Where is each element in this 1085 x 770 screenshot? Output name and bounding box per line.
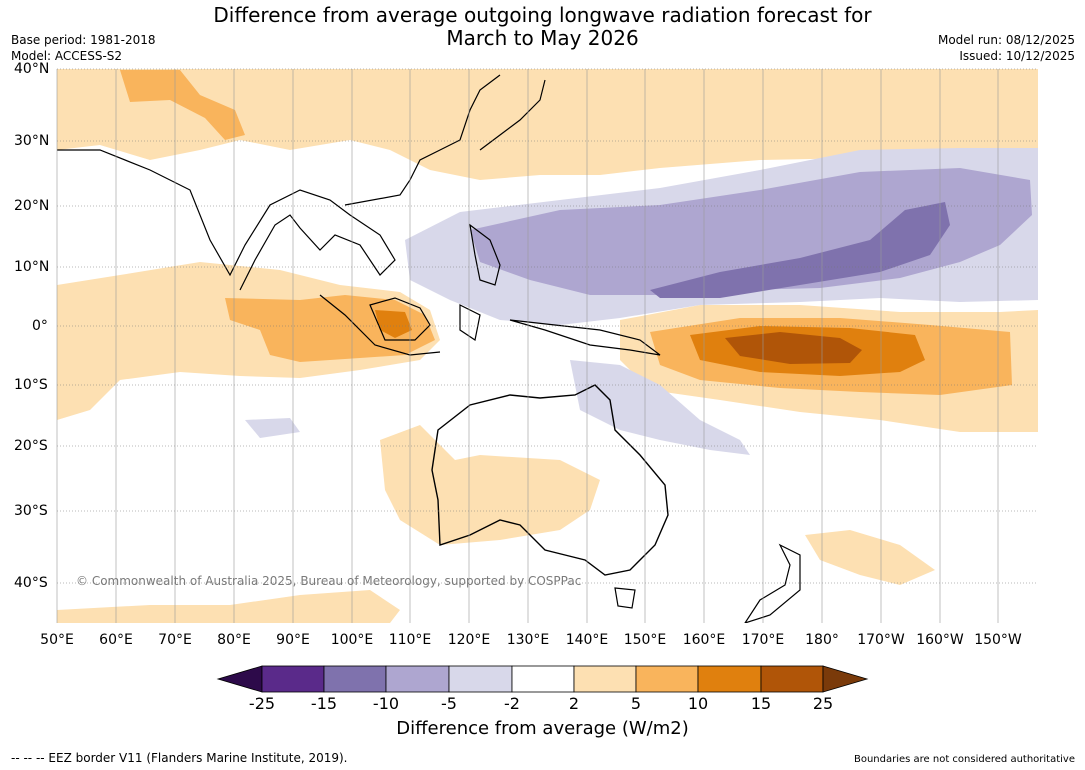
colorbar-tick-8: 10 xyxy=(687,694,709,713)
eez-note: -- -- -- EEZ border V11 (Flanders Marine… xyxy=(11,751,348,765)
lat-label-10s: 10°S xyxy=(14,377,48,393)
anomaly-region-borneo xyxy=(375,310,412,338)
lon-label-50e: 50°E xyxy=(40,632,74,648)
colorbar-tick-6: 2 xyxy=(568,694,580,713)
colorbar-bin-4 xyxy=(448,665,513,693)
colorbar-low-extension xyxy=(216,665,263,693)
lon-label-140e: 140°E xyxy=(565,632,609,648)
lon-label-60e: 60°E xyxy=(99,632,133,648)
lon-label-160w: 160°W xyxy=(916,632,964,648)
boundaries-disclaimer: Boundaries are not considered authoritat… xyxy=(853,754,1075,765)
lat-label-30s: 30°S xyxy=(14,503,48,519)
colorbar-tick-7: 5 xyxy=(630,694,642,713)
lon-label-170e: 170°E xyxy=(741,632,785,648)
coastline-asia xyxy=(57,74,501,291)
issued-date: Issued: 10/12/2025 xyxy=(959,49,1075,63)
lon-label-150w: 150°W xyxy=(974,632,1022,648)
colorbar-bin-7 xyxy=(635,665,699,693)
anomaly-region-himalaya xyxy=(120,70,245,140)
colorbar-bin-1 xyxy=(261,665,325,693)
lon-label-160e: 160°E xyxy=(682,632,726,648)
lat-label-40n: 40°N xyxy=(14,61,50,77)
anomaly-region-south-positive xyxy=(380,425,600,545)
anomaly-field xyxy=(57,69,1038,623)
anomaly-region-pacific-15 xyxy=(725,332,862,364)
base-period: Base period: 1981-2018 xyxy=(11,33,156,47)
colorbar-bin-8 xyxy=(697,665,762,693)
coastline-tasmania xyxy=(614,587,636,609)
colorbar-tick-3: -10 xyxy=(372,694,400,713)
lon-label-150e: 150°E xyxy=(623,632,667,648)
lon-label-80e: 80°E xyxy=(217,632,251,648)
coastline-japan xyxy=(479,79,546,151)
colorbar xyxy=(216,665,869,693)
model-name: Model: ACCESS-S2 xyxy=(11,49,123,63)
lon-label-130e: 130°E xyxy=(506,632,550,648)
lat-label-30n: 30°N xyxy=(14,133,50,149)
coastline-indonesia xyxy=(319,294,661,356)
colorbar-title: Difference from average (W/m2) xyxy=(396,718,689,739)
colorbar-bin-2 xyxy=(323,665,387,693)
lat-label-10n: 10°N xyxy=(14,259,50,275)
title-line-2: March to May 2026 xyxy=(446,26,639,50)
lon-label-70e: 70°E xyxy=(158,632,192,648)
colorbar-tick-10: 25 xyxy=(812,694,834,713)
colorbar-bin-6 xyxy=(573,665,637,693)
anomaly-region-pacific-neg10 xyxy=(650,202,950,298)
lat-label-20n: 20°N xyxy=(14,198,50,214)
colorbar-tick-9: 15 xyxy=(750,694,772,713)
meridians xyxy=(56,69,999,623)
anomaly-region-coral-negative xyxy=(570,360,750,455)
lon-label-120e: 120°E xyxy=(447,632,491,648)
map-title: Difference from average outgoing longwav… xyxy=(0,4,1085,50)
lon-label-90e: 90°E xyxy=(276,632,310,648)
coastline-new-zealand xyxy=(744,543,801,623)
lon-label-170w: 170°W xyxy=(857,632,905,648)
lat-label-equator: 0° xyxy=(32,318,48,334)
title-line-1: Difference from average outgoing longwav… xyxy=(213,3,872,27)
colorbar-tick-5: -2 xyxy=(504,694,520,713)
coastline-philippines xyxy=(469,223,501,286)
colorbar-high-extension xyxy=(822,665,869,693)
colorbar-tick-2: -15 xyxy=(310,694,338,713)
anomaly-region-indian-negative xyxy=(245,418,300,438)
colorbar-tick-1: -25 xyxy=(248,694,276,713)
lon-label-100e: 100°E xyxy=(330,632,374,648)
anomaly-region-southern-ocean xyxy=(57,590,400,623)
colorbar-tick-4: -5 xyxy=(441,694,457,713)
colorbar-bin-9 xyxy=(760,665,824,693)
anomaly-region-south-tasman xyxy=(805,530,935,585)
colorbar-bin-5 xyxy=(511,665,575,693)
coastline-australia xyxy=(431,384,669,576)
lat-label-20s: 20°S xyxy=(14,438,48,454)
lon-label-180: 180° xyxy=(805,632,839,648)
model-run: Model run: 08/12/2025 xyxy=(937,33,1075,47)
meta-left: Base period: 1981-2018 Model: ACCESS-S2 xyxy=(11,32,156,64)
meta-right: Model run: 08/12/2025 Issued: 10/12/2025 xyxy=(938,32,1075,64)
colorbar-bin-3 xyxy=(385,665,450,693)
anomaly-region-north-positive xyxy=(57,69,1038,180)
lon-label-110e: 110°E xyxy=(388,632,432,648)
lat-label-40s: 40°S xyxy=(14,575,48,591)
copyright-notice: © Commonwealth of Australia 2025, Bureau… xyxy=(76,574,582,588)
